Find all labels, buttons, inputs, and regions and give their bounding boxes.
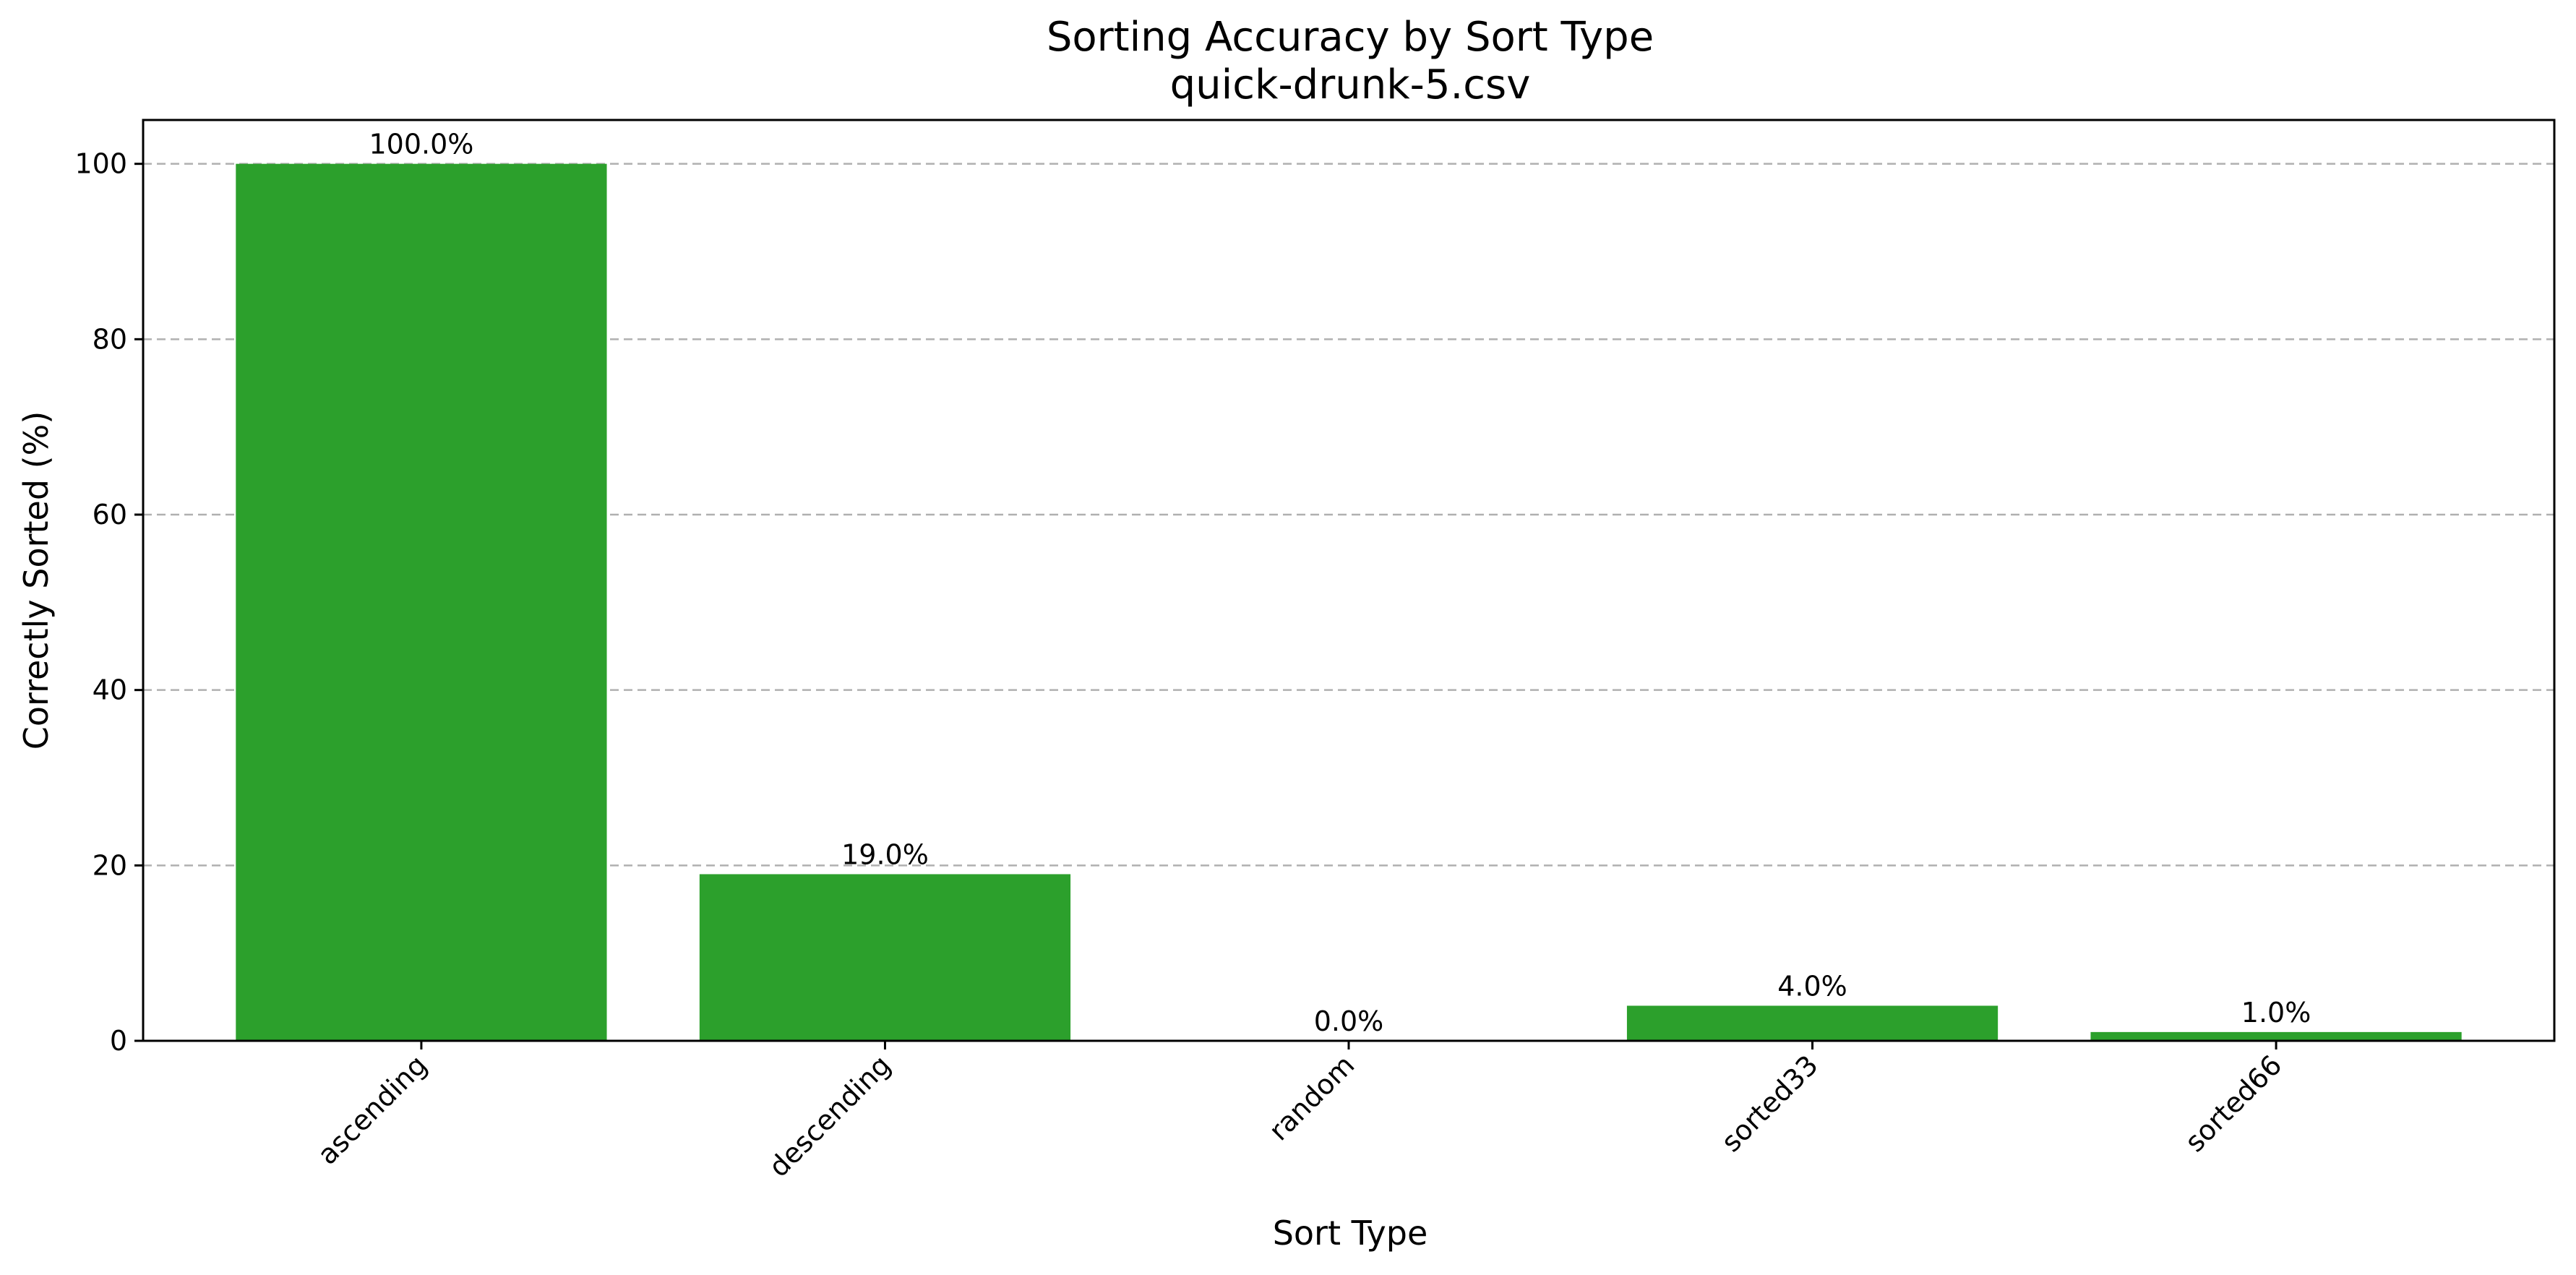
data-label: 4.0% [1777,970,1847,1002]
y-tick-label: 0 [110,1025,127,1057]
data-label: 0.0% [1314,1005,1384,1037]
chart-subtitle: quick-drunk-5.csv [1170,61,1531,108]
y-axis-ticks: 0 20 40 60 80 100 [74,148,143,1057]
y-tick-label: 80 [93,323,127,355]
bar-descending [699,874,1071,1041]
y-tick-label: 40 [93,674,127,706]
y-tick-label: 20 [93,849,127,881]
data-labels: 100.0% 19.0% 0.0% 4.0% 1.0% [369,129,2311,1037]
data-label: 100.0% [369,129,473,160]
y-tick-label: 100 [74,148,127,180]
data-label: 1.0% [2241,997,2311,1029]
bars [236,163,2462,1042]
chart-title: Sorting Accuracy by Sort Type [1047,14,1654,61]
bar-sorted66 [2090,1031,2462,1041]
y-tick-label: 60 [93,499,127,531]
x-axis-label: Sort Type [1273,1214,1428,1253]
y-axis-label: Correctly Sorted (%) [17,411,56,750]
bar-sorted33 [1626,1005,1998,1041]
data-label: 19.0% [841,838,929,870]
bar-ascending [236,163,607,1042]
